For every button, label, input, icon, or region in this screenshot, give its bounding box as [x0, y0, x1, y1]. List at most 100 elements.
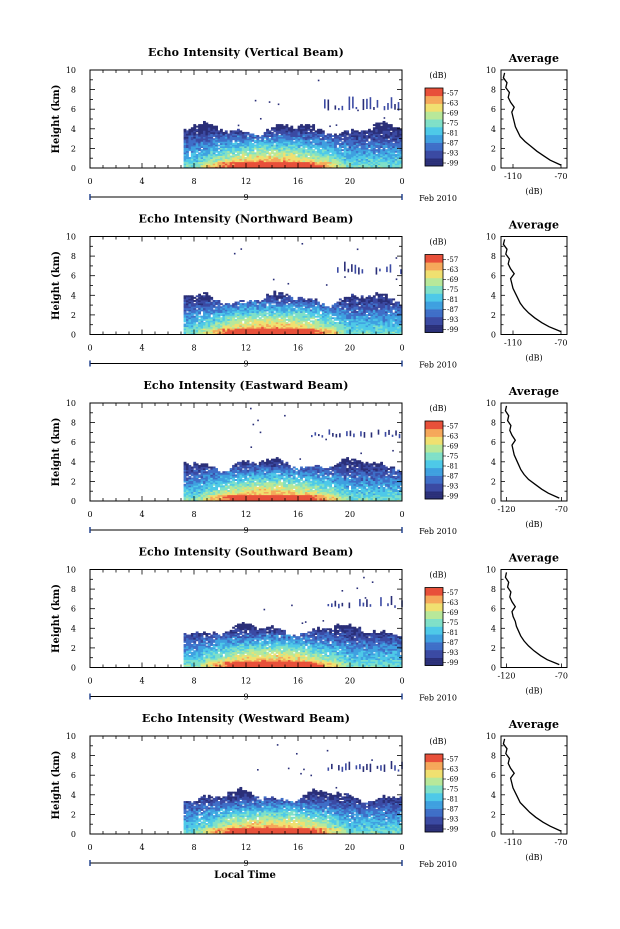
heatmap-cell: [253, 309, 257, 312]
heatmap-cell: [227, 149, 231, 152]
heatmap-cell: [210, 328, 214, 331]
heatmap-cell: [190, 147, 194, 150]
heatmap-cell: [380, 314, 383, 317]
heatmap-cell: [319, 139, 323, 142]
heatmap-cell: [334, 326, 337, 329]
heatmap-cell: [253, 303, 257, 306]
heatmap-cell: [338, 155, 342, 158]
heatmap-cell: [314, 323, 318, 326]
heatmap-cell: [351, 153, 354, 156]
heatmap-cell: [368, 307, 371, 310]
heatmap-cell: [239, 149, 243, 152]
heatmap-cell: [256, 161, 260, 164]
heatmap-cell: [387, 127, 391, 130]
heatmap-cell: [309, 147, 313, 150]
heatmap-cell: [336, 136, 340, 139]
heatmap-cell: [200, 160, 204, 163]
heatmap-cell: [227, 309, 231, 312]
heatmap-cell: [389, 147, 393, 150]
heatmap-cell: [392, 157, 396, 159]
heatmap-cell: [273, 309, 277, 312]
heatmap-cell: [353, 161, 357, 164]
heatmap-cell: [222, 475, 226, 478]
heatmap-cell: [343, 301, 347, 304]
heatmap-cell: [355, 314, 359, 317]
heatmap-cell: [283, 295, 286, 298]
heatmap-cell: [355, 144, 359, 147]
heatmap-cell: [195, 161, 199, 164]
heatmap-cell: [266, 133, 269, 136]
heatmap-cell: [304, 138, 308, 141]
heatmap-cell: [207, 494, 211, 497]
heatmap-cell: [190, 469, 194, 472]
heatmap-cell: [205, 496, 209, 499]
heatmap-cell: [275, 139, 279, 142]
heatmap-cell: [285, 325, 289, 328]
heatmap-cell: [186, 474, 189, 477]
heatmap-cell: [285, 309, 289, 312]
heatmap-cell: [346, 152, 350, 155]
heatmap-cell: [203, 483, 206, 486]
heatmap-cell: [198, 155, 201, 158]
heatmap-cell: [210, 469, 214, 472]
heatmap-cell: [273, 158, 277, 161]
heatmap-cell: [193, 463, 197, 466]
heatmap-cell: [203, 310, 206, 313]
heatmap-cell: [205, 138, 209, 141]
heatmap-cell: [234, 314, 238, 317]
heatmap-cell: [203, 295, 206, 298]
heatmap-cell: [287, 155, 291, 158]
heatmap-cell: [389, 315, 393, 318]
heatmap-cell: [351, 136, 354, 139]
heatmap-cell: [220, 149, 223, 152]
heatmap-cell: [246, 323, 250, 326]
heatmap-cell: [387, 146, 391, 149]
heatmap-cell: [241, 331, 245, 334]
y-tick-label: 2: [71, 144, 76, 153]
heatmap-cell: [338, 329, 342, 332]
heatmap-cell: [198, 142, 201, 145]
heatmap-cell: [193, 157, 197, 159]
heatmap-cell: [319, 332, 323, 335]
heatmap-cell: [358, 318, 362, 321]
heatmap-cell: [309, 144, 313, 147]
heatmap-cell: [331, 314, 335, 317]
heatmap-cell: [355, 149, 359, 152]
heatmap-cell: [285, 160, 289, 163]
heatmap-cell: [355, 320, 359, 323]
heatmap-cell: [382, 155, 386, 158]
heatmap-cell: [188, 320, 192, 323]
heatmap-cell: [200, 472, 204, 475]
heatmap-cell: [256, 158, 260, 161]
heatmap-cell: [377, 325, 381, 328]
heatmap-cell: [266, 139, 269, 142]
heatmap-cell: [215, 488, 218, 491]
heatmap-cell: [270, 301, 274, 304]
heatmap-cell: [273, 141, 277, 144]
heatmap-cell: [229, 310, 233, 313]
heatmap-cell: [382, 133, 386, 136]
heatmap-cell: [302, 144, 306, 147]
colorbar-segment: [425, 293, 443, 296]
heatmap-cell: [200, 127, 204, 130]
colorbar-segment: [425, 99, 443, 102]
heatmap-cell: [283, 332, 286, 335]
heatmap-cell: [186, 155, 189, 158]
heatmap-cell: [360, 295, 364, 298]
heatmap-cell: [278, 306, 282, 309]
heatmap-cell: [319, 309, 323, 312]
heatmap-cell: [285, 318, 289, 321]
heatmap-cell: [278, 150, 282, 153]
heatmap-cell: [334, 142, 337, 145]
heatmap-cell: [353, 141, 357, 144]
heatmap-cell: [261, 318, 265, 321]
heatmap-cell: [297, 323, 301, 326]
heatmap-cell: [258, 318, 262, 321]
heatmap-cell: [389, 298, 393, 301]
heatmap-cell: [370, 163, 374, 166]
heatmap-cell: [297, 152, 301, 155]
heatmap-cell: [215, 477, 218, 480]
heatmap-cell: [227, 472, 231, 475]
heatmap-cell: [205, 493, 209, 496]
heatmap-cell: [256, 138, 260, 141]
